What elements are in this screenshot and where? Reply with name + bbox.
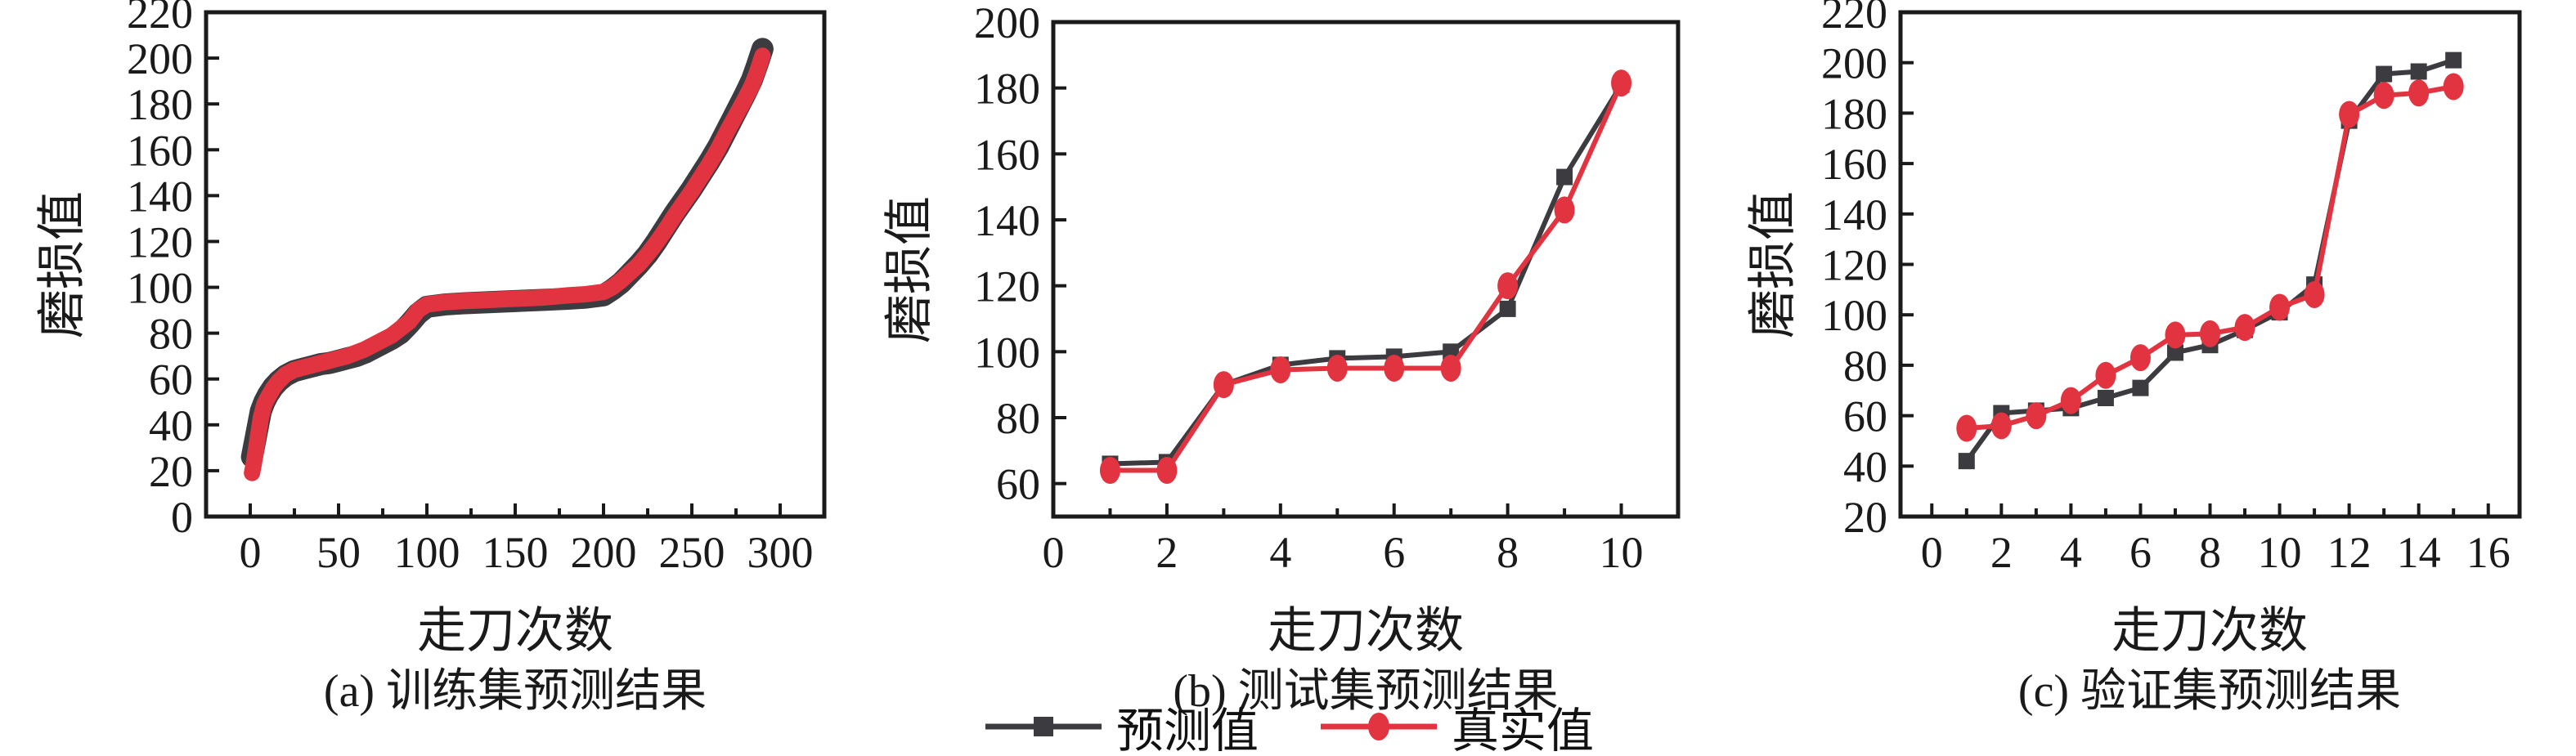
- legend-item-actual: 真实值: [1317, 692, 1594, 756]
- legend-label-actual: 真实值: [1452, 704, 1595, 756]
- svg-text:80: 80: [996, 394, 1040, 443]
- plot-layer: 0 2 4 6 8 10 60 80 100 120 140 160 180 200: [974, 0, 1681, 577]
- svg-text:2: 2: [1156, 528, 1178, 577]
- svg-text:180: 180: [974, 65, 1040, 114]
- svg-text:60: 60: [996, 460, 1040, 509]
- svg-text:20: 20: [149, 447, 193, 496]
- chart-caption-a: (a) 训练集预测结果: [324, 666, 707, 717]
- svg-text:14: 14: [2397, 528, 2441, 577]
- svg-text:6: 6: [2129, 528, 2152, 577]
- svg-text:60: 60: [1843, 392, 1887, 441]
- legend-item-predicted: 预测值: [982, 692, 1259, 756]
- svg-text:250: 250: [659, 528, 725, 577]
- plot-layer: 0 50 100 150 200 250 3000204060801001201401601…: [127, 0, 827, 577]
- svg-text:80: 80: [149, 310, 193, 359]
- svg-text:180: 180: [127, 80, 193, 129]
- svg-text:180: 180: [1821, 89, 1887, 138]
- chart-test-set: 0 2 4 6 8 10 60 80 100 120 140 160 180 200 磨损值 走刀次数 (…: [882, 0, 1681, 717]
- legend-label-predicted: 预测值: [1115, 704, 1259, 756]
- svg-text:220: 220: [127, 0, 193, 38]
- x-axis-title: 走刀次数: [1268, 604, 1464, 658]
- svg-text:0: 0: [240, 528, 262, 577]
- svg-text:120: 120: [127, 217, 193, 266]
- chart-caption-b: (b) 测试集预测结果: [1173, 666, 1558, 717]
- svg-text:8: 8: [2199, 528, 2221, 577]
- svg-text:0: 0: [171, 493, 193, 542]
- svg-text:20: 20: [1843, 493, 1887, 542]
- svg-text:10: 10: [2258, 528, 2302, 577]
- svg-text:80: 80: [1843, 342, 1887, 391]
- svg-text:300: 300: [747, 528, 814, 577]
- svg-text:4: 4: [2060, 528, 2082, 577]
- chart-training-set: 0 50 100 150 200 250 3000204060801001201401601…: [35, 0, 827, 717]
- svg-text:200: 200: [1821, 39, 1887, 88]
- svg-text:120: 120: [1821, 241, 1887, 290]
- svg-text:12: 12: [2327, 528, 2372, 577]
- legend: 预测值 真实值: [0, 696, 2576, 756]
- svg-text:40: 40: [149, 401, 193, 450]
- svg-text:200: 200: [974, 0, 1040, 47]
- svg-text:100: 100: [974, 328, 1040, 377]
- x-axis-title: 走刀次数: [417, 604, 613, 658]
- svg-text:220: 220: [1821, 0, 1887, 38]
- svg-text:40: 40: [1843, 442, 1887, 491]
- svg-text:2: 2: [1990, 528, 2013, 577]
- chart-validation-set: 0 2 4 6 8 10 12 14 16 204060801001201401601802002…: [1746, 0, 2522, 717]
- y-axis-title: 磨损值: [35, 191, 89, 338]
- svg-text:200: 200: [571, 528, 637, 577]
- svg-text:160: 160: [1821, 140, 1887, 189]
- svg-text:140: 140: [127, 172, 193, 221]
- svg-text:200: 200: [127, 34, 193, 83]
- svg-text:100: 100: [394, 528, 460, 577]
- svg-text:16: 16: [2466, 528, 2511, 577]
- chart-caption-c: (c) 验证集预测结果: [2018, 666, 2401, 717]
- svg-text:100: 100: [127, 264, 193, 313]
- svg-text:8: 8: [1497, 528, 1519, 577]
- svg-text:160: 160: [127, 126, 193, 175]
- svg-text:60: 60: [149, 356, 193, 405]
- y-axis-title: 磨损值: [882, 196, 936, 343]
- actual-line-circle-icon: [1321, 712, 1437, 740]
- svg-text:150: 150: [482, 528, 549, 577]
- svg-text:0: 0: [1921, 528, 1943, 577]
- svg-text:140: 140: [974, 196, 1040, 245]
- svg-text:100: 100: [1821, 291, 1887, 340]
- svg-text:120: 120: [974, 262, 1040, 311]
- svg-text:160: 160: [974, 130, 1040, 179]
- svg-text:10: 10: [1600, 528, 1644, 577]
- predicted-line-square-icon: [985, 716, 1102, 736]
- y-axis-title: 磨损值: [1746, 191, 1800, 338]
- svg-text:0: 0: [1043, 528, 1065, 577]
- x-axis-title: 走刀次数: [2112, 604, 2308, 658]
- svg-text:140: 140: [1821, 190, 1887, 239]
- svg-text:6: 6: [1383, 528, 1405, 577]
- svg-text:50: 50: [316, 528, 361, 577]
- svg-text:4: 4: [1269, 528, 1291, 577]
- plot-layer: 0 2 4 6 8 10 12 14 16 204060801001201401601802002…: [1821, 0, 2522, 577]
